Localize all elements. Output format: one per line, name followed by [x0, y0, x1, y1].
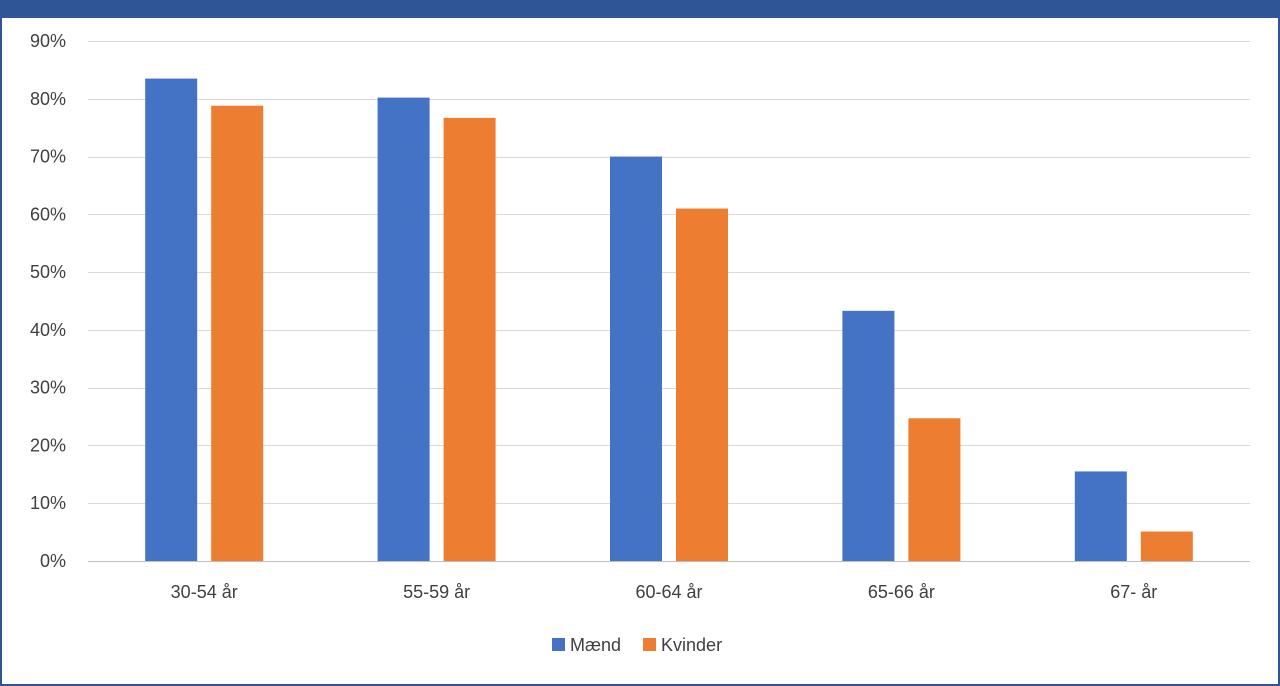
y-tick-label: 70%: [30, 147, 66, 167]
legend-swatch: [552, 638, 565, 651]
y-tick-label: 40%: [30, 320, 66, 340]
bar-kvinder: [676, 208, 728, 562]
y-tick-label: 90%: [30, 31, 66, 51]
gridlines: [88, 41, 1250, 562]
bars: [145, 78, 1193, 562]
legend-label: Kvinder: [661, 635, 722, 655]
y-tick-label: 80%: [30, 89, 66, 109]
x-tick-label: 65-66 år: [868, 582, 935, 602]
y-tick-label: 30%: [30, 378, 66, 398]
x-tick-label: 60-64 år: [635, 582, 702, 602]
bar-kvinder: [211, 105, 264, 561]
x-tick-label: 30-54 år: [171, 582, 238, 602]
bar-maend: [145, 78, 198, 562]
y-tick-label: 60%: [30, 204, 66, 224]
y-tick-label: 0%: [40, 551, 66, 571]
bar-maend: [610, 156, 662, 562]
y-axis-ticks: 0% 10% 20% 30% 40% 50% 60% 70% 80% 90%: [30, 31, 66, 571]
legend-label: Mænd: [570, 635, 621, 655]
x-axis-ticks: 30-54 år 55-59 år 60-64 år 65-66 år 67- år: [171, 582, 1158, 602]
x-tick-label: 55-59 år: [403, 582, 470, 602]
bar-maend: [842, 310, 895, 561]
y-tick-label: 20%: [30, 435, 66, 455]
bar-kvinder: [443, 117, 496, 561]
y-tick-label: 10%: [30, 493, 66, 513]
bar-maend: [1074, 471, 1127, 561]
bar-kvinder: [908, 418, 961, 561]
bar-kvinder: [1140, 531, 1193, 561]
legend-swatch: [643, 638, 657, 651]
bar-maend: [377, 97, 430, 561]
top-bar: [0, 0, 1280, 18]
x-tick-label: 67- år: [1110, 582, 1157, 602]
legend: Mænd Kvinder: [552, 635, 722, 655]
y-tick-label: 50%: [30, 262, 66, 282]
